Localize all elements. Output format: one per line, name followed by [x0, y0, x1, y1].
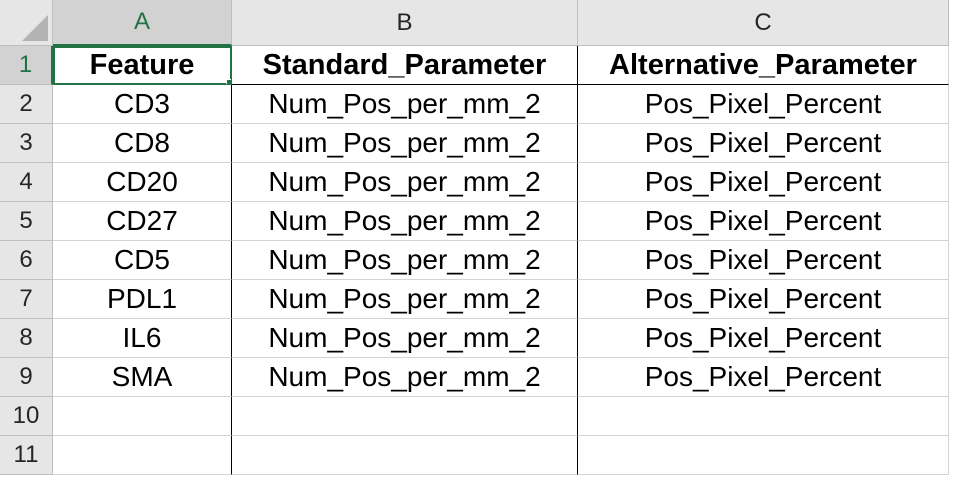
cell-c3[interactable]: Pos_Pixel_Percent	[578, 124, 949, 163]
row-header-10[interactable]: 10	[0, 397, 53, 436]
cell-a7[interactable]: PDL1	[53, 280, 232, 319]
row-header-2[interactable]: 2	[0, 85, 53, 124]
cell-a6[interactable]: CD5	[53, 241, 232, 280]
row-header-9[interactable]: 9	[0, 358, 53, 397]
row-header-3[interactable]: 3	[0, 124, 53, 163]
cell-c7[interactable]: Pos_Pixel_Percent	[578, 280, 949, 319]
cell-c2[interactable]: Pos_Pixel_Percent	[578, 85, 949, 124]
row-header-5[interactable]: 5	[0, 202, 53, 241]
column-header-a[interactable]: A	[53, 0, 232, 46]
cell-a10[interactable]	[53, 397, 232, 436]
cell-b11[interactable]	[232, 436, 578, 475]
cell-c1[interactable]: Alternative_Parameter	[578, 46, 949, 85]
cell-c8[interactable]: Pos_Pixel_Percent	[578, 319, 949, 358]
column-header-c[interactable]: C	[578, 0, 949, 46]
cell-a5[interactable]: CD27	[53, 202, 232, 241]
cell-c4[interactable]: Pos_Pixel_Percent	[578, 163, 949, 202]
cell-c6[interactable]: Pos_Pixel_Percent	[578, 241, 949, 280]
cell-a9[interactable]: SMA	[53, 358, 232, 397]
row-header-7[interactable]: 7	[0, 280, 53, 319]
cell-a1[interactable]: Feature	[53, 46, 232, 85]
cell-b7[interactable]: Num_Pos_per_mm_2	[232, 280, 578, 319]
cell-b9[interactable]: Num_Pos_per_mm_2	[232, 358, 578, 397]
cell-c9[interactable]: Pos_Pixel_Percent	[578, 358, 949, 397]
cell-b4[interactable]: Num_Pos_per_mm_2	[232, 163, 578, 202]
cell-grid: A B C 1 Feature Standard_Parameter Alter…	[0, 0, 949, 475]
row-header-6[interactable]: 6	[0, 241, 53, 280]
row-header-11[interactable]: 11	[0, 436, 53, 475]
cell-a4[interactable]: CD20	[53, 163, 232, 202]
cell-a1-text: Feature	[89, 48, 195, 81]
cell-b2[interactable]: Num_Pos_per_mm_2	[232, 85, 578, 124]
cell-b10[interactable]	[232, 397, 578, 436]
cell-b8[interactable]: Num_Pos_per_mm_2	[232, 319, 578, 358]
cell-b3[interactable]: Num_Pos_per_mm_2	[232, 124, 578, 163]
cell-a2[interactable]: CD3	[53, 85, 232, 124]
select-all-corner[interactable]	[0, 0, 53, 46]
row-header-8[interactable]: 8	[0, 319, 53, 358]
cell-c5[interactable]: Pos_Pixel_Percent	[578, 202, 949, 241]
cell-a3[interactable]: CD8	[53, 124, 232, 163]
column-header-b[interactable]: B	[232, 0, 578, 46]
cell-a11[interactable]	[53, 436, 232, 475]
fill-handle[interactable]	[226, 79, 231, 84]
window-edge	[949, 0, 953, 490]
row-header-1[interactable]: 1	[0, 46, 53, 85]
row-header-4[interactable]: 4	[0, 163, 53, 202]
cell-b5[interactable]: Num_Pos_per_mm_2	[232, 202, 578, 241]
cell-c11[interactable]	[578, 436, 949, 475]
cell-c10[interactable]	[578, 397, 949, 436]
select-all-icon	[22, 15, 48, 41]
cell-b6[interactable]: Num_Pos_per_mm_2	[232, 241, 578, 280]
cell-a8[interactable]: IL6	[53, 319, 232, 358]
cell-b1[interactable]: Standard_Parameter	[232, 46, 578, 85]
